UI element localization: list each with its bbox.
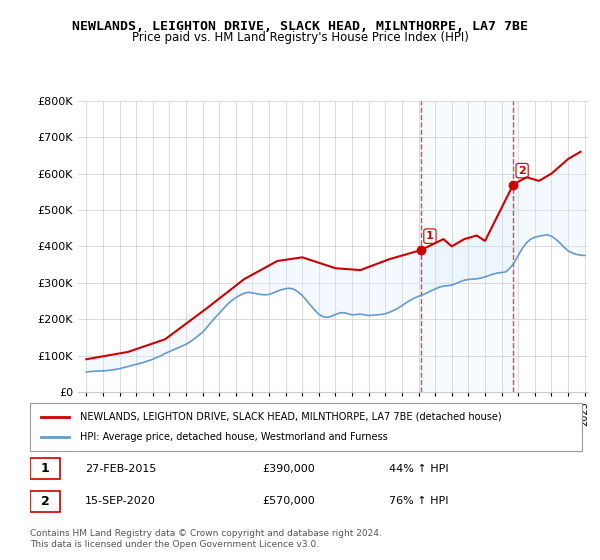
Text: 2: 2 xyxy=(518,166,526,176)
Bar xyxy=(420,101,518,392)
Text: 44% ↑ HPI: 44% ↑ HPI xyxy=(389,464,448,474)
Text: 2: 2 xyxy=(41,495,49,508)
Text: 1: 1 xyxy=(426,231,434,241)
FancyBboxPatch shape xyxy=(30,491,61,512)
Text: 76% ↑ HPI: 76% ↑ HPI xyxy=(389,496,448,506)
Text: Contains HM Land Registry data © Crown copyright and database right 2024.
This d: Contains HM Land Registry data © Crown c… xyxy=(30,529,382,549)
Text: £390,000: £390,000 xyxy=(262,464,314,474)
FancyBboxPatch shape xyxy=(30,458,61,479)
Text: 15-SEP-2020: 15-SEP-2020 xyxy=(85,496,156,506)
Text: 27-FEB-2015: 27-FEB-2015 xyxy=(85,464,157,474)
Text: £570,000: £570,000 xyxy=(262,496,314,506)
Text: 1: 1 xyxy=(41,462,49,475)
Text: NEWLANDS, LEIGHTON DRIVE, SLACK HEAD, MILNTHORPE, LA7 7BE: NEWLANDS, LEIGHTON DRIVE, SLACK HEAD, MI… xyxy=(72,20,528,32)
Text: HPI: Average price, detached house, Westmorland and Furness: HPI: Average price, detached house, West… xyxy=(80,432,388,442)
FancyBboxPatch shape xyxy=(30,403,582,451)
Text: NEWLANDS, LEIGHTON DRIVE, SLACK HEAD, MILNTHORPE, LA7 7BE (detached house): NEWLANDS, LEIGHTON DRIVE, SLACK HEAD, MI… xyxy=(80,412,502,422)
Text: Price paid vs. HM Land Registry's House Price Index (HPI): Price paid vs. HM Land Registry's House … xyxy=(131,31,469,44)
